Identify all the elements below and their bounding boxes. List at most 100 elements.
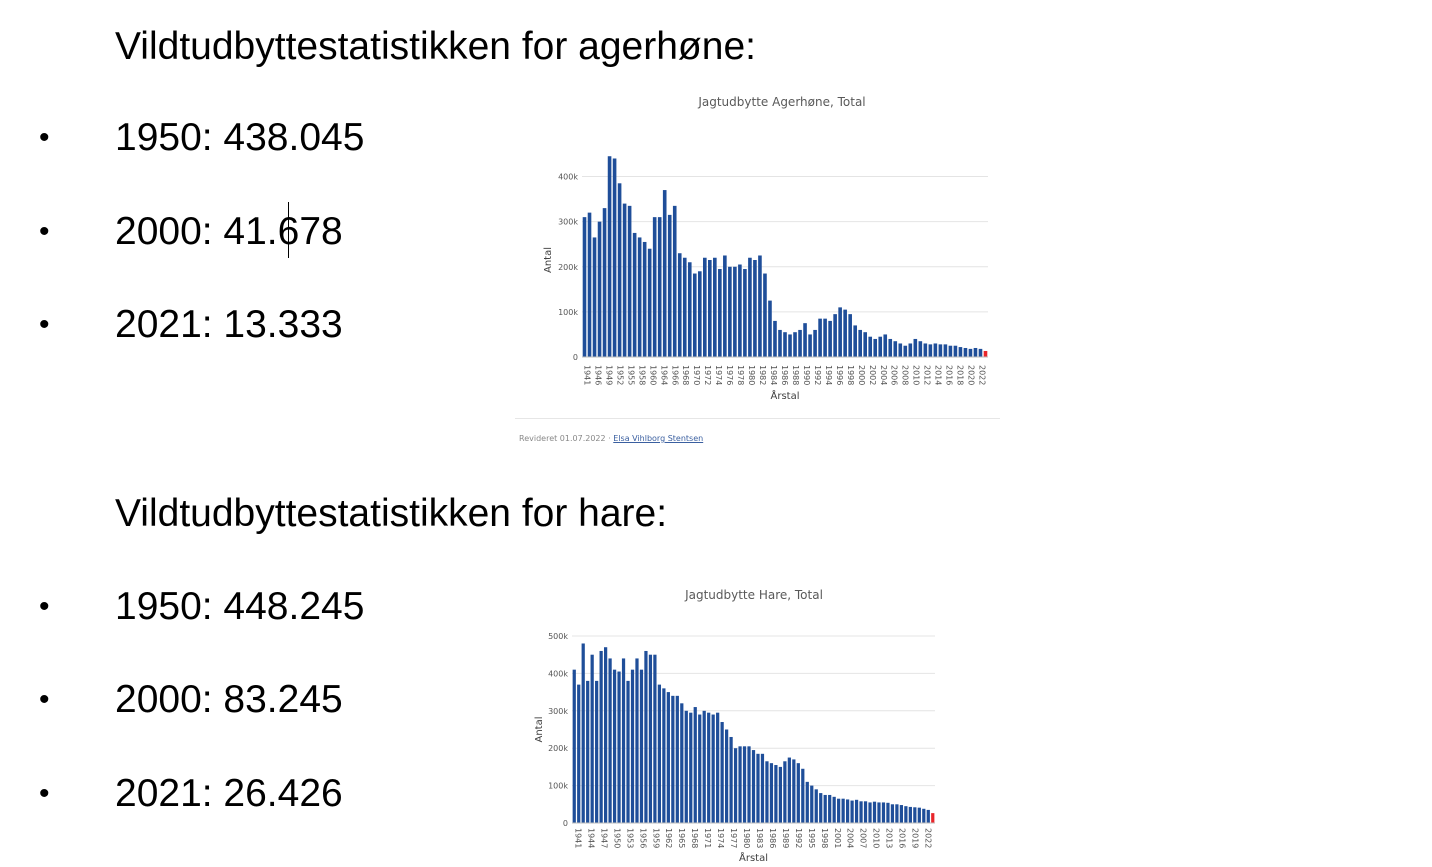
chart-bar[interactable] — [958, 347, 963, 357]
chart-bar[interactable] — [742, 746, 747, 823]
chart-bar[interactable] — [653, 654, 657, 823]
author-link[interactable]: Elsa Vihlborg Stentsen — [613, 434, 704, 443]
chart-bar[interactable] — [733, 266, 737, 357]
list-item-text[interactable]: 2021: 13.333 — [115, 303, 343, 346]
chart-bar[interactable] — [948, 345, 953, 357]
chart-bar[interactable] — [931, 813, 935, 823]
chart-bar[interactable] — [617, 183, 622, 357]
chart-bar[interactable] — [708, 260, 712, 357]
chart-bar[interactable] — [877, 802, 881, 823]
chart-bar[interactable] — [838, 307, 842, 357]
chart-bar[interactable] — [853, 325, 857, 357]
chart-bar[interactable] — [725, 729, 729, 824]
chart-bar[interactable] — [810, 785, 814, 823]
chart-bar[interactable] — [713, 257, 717, 357]
chart-bar[interactable] — [747, 746, 751, 823]
chart-bar[interactable] — [743, 269, 747, 357]
chart-bar[interactable] — [723, 255, 727, 357]
chart-bar[interactable] — [798, 329, 802, 357]
chart-bar[interactable] — [943, 344, 948, 357]
chart-bar[interactable] — [881, 802, 886, 823]
chart-bar[interactable] — [792, 759, 796, 823]
chart-bar[interactable] — [716, 712, 720, 823]
chart-bar[interactable] — [666, 692, 670, 823]
chart-bar[interactable] — [733, 748, 738, 823]
chart-bar[interactable] — [933, 343, 938, 357]
chart-bar[interactable] — [608, 658, 612, 823]
chart-bar[interactable] — [773, 320, 777, 357]
list-item-text[interactable]: 1950: 438.045 — [115, 116, 365, 159]
chart-bar[interactable] — [888, 338, 893, 357]
chart-bar[interactable] — [832, 796, 836, 823]
chart-bar[interactable] — [818, 318, 822, 357]
chart-bar[interactable] — [801, 768, 805, 823]
chart-bar[interactable] — [890, 804, 895, 823]
chart-bar[interactable] — [648, 654, 653, 823]
chart-bar[interactable] — [922, 808, 926, 823]
chart-bar[interactable] — [908, 343, 913, 357]
chart-bar[interactable] — [917, 807, 921, 823]
chart-bar[interactable] — [928, 344, 933, 357]
chart-bar[interactable] — [662, 688, 666, 823]
chart-bar[interactable] — [796, 763, 800, 823]
chart-bar[interactable] — [850, 800, 854, 823]
chart-bar[interactable] — [748, 257, 752, 357]
chart-bar[interactable] — [833, 314, 837, 357]
chart-bar[interactable] — [590, 654, 594, 823]
chart-bar[interactable] — [788, 334, 792, 357]
chart-bar[interactable] — [837, 798, 841, 823]
chart-bar[interactable] — [647, 248, 652, 357]
chart-bar[interactable] — [703, 257, 707, 357]
chart-bar[interactable] — [756, 753, 760, 823]
chart-bar[interactable] — [819, 793, 823, 823]
chart-bar[interactable] — [729, 736, 733, 823]
chart-bar[interactable] — [662, 190, 667, 357]
chart-bar[interactable] — [677, 253, 682, 357]
chart-bar[interactable] — [893, 341, 898, 357]
chart-bar[interactable] — [872, 801, 877, 823]
chart-bar[interactable] — [873, 338, 878, 357]
chart-bar[interactable] — [774, 765, 778, 823]
chart-bar[interactable] — [868, 336, 873, 357]
chart-bar[interactable] — [823, 318, 827, 357]
chart-bar[interactable] — [918, 341, 923, 357]
list-item-text[interactable]: 2000: 83.245 — [115, 678, 343, 721]
chart-bar[interactable] — [667, 214, 672, 357]
chart-bar[interactable] — [687, 262, 692, 357]
chart-bar[interactable] — [828, 794, 832, 823]
chart-bar[interactable] — [644, 650, 648, 823]
chart-bar[interactable] — [854, 799, 859, 823]
chart-bar[interactable] — [899, 805, 904, 823]
chart-bar[interactable] — [814, 789, 818, 823]
chart-bar[interactable] — [841, 798, 845, 823]
chart-bar[interactable] — [612, 158, 617, 357]
chart-bar[interactable] — [572, 669, 576, 823]
chart-bar[interactable] — [599, 650, 603, 823]
chart-bar[interactable] — [597, 221, 602, 357]
chart-bar[interactable] — [682, 257, 687, 357]
chart-bar[interactable] — [693, 707, 697, 823]
chart-bar[interactable] — [926, 809, 930, 823]
chart-bar[interactable] — [738, 264, 742, 357]
chart-bar[interactable] — [689, 712, 693, 823]
chart-bar[interactable] — [846, 799, 850, 823]
chart-bar[interactable] — [953, 345, 958, 357]
chart-bar[interactable] — [711, 714, 715, 823]
chart-bar[interactable] — [968, 348, 973, 357]
chart-bar[interactable] — [607, 156, 612, 357]
chart-bar[interactable] — [632, 232, 637, 357]
chart-bar[interactable] — [863, 332, 867, 357]
chart-bar[interactable] — [577, 684, 581, 823]
chart-bar[interactable] — [635, 658, 639, 823]
chart-bar[interactable] — [652, 217, 657, 357]
chart-bar[interactable] — [763, 273, 767, 357]
chart-bar[interactable] — [848, 314, 852, 357]
chart-bar[interactable] — [692, 273, 697, 357]
chart-bar[interactable] — [859, 801, 863, 823]
chart-bar[interactable] — [973, 347, 978, 357]
chart-bar[interactable] — [883, 334, 888, 357]
chart-bar[interactable] — [720, 722, 724, 823]
chart-bar[interactable] — [680, 703, 684, 823]
chart-bar[interactable] — [904, 806, 908, 823]
chart-bar[interactable] — [751, 750, 756, 823]
